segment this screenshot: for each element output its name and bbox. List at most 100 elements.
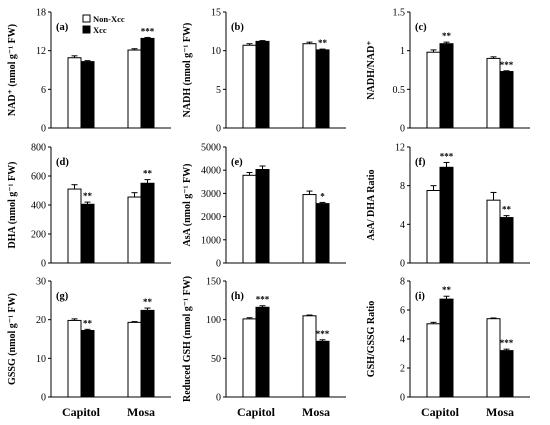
y-tick-label: 4	[400, 220, 405, 231]
bar-xcc-mosa	[140, 182, 155, 264]
y-tick-label: 0.5	[393, 85, 406, 96]
y-tick-label: 600	[31, 172, 46, 183]
x-category-label: Mosa	[127, 405, 155, 419]
y-tick-label: 0	[216, 259, 221, 270]
y-tick-label: 3000	[201, 189, 221, 200]
y-tick-label: 6	[400, 306, 405, 317]
y-tick-label: 5	[216, 85, 221, 96]
x-category-label: Mosa	[302, 405, 330, 419]
panel-i: 0 2 4 6 8 GSH/GSSG Ratio (i) ** Capitol *** Mosa	[366, 277, 530, 419]
bar-non-xcc-capitol	[242, 44, 257, 129]
bar-non-xcc-capitol	[426, 190, 441, 264]
y-tick-label: 20	[36, 315, 46, 326]
y-tick-label: 100	[206, 315, 221, 326]
bar-non-xcc-capitol	[426, 323, 441, 398]
bar-xcc-mosa	[499, 350, 514, 398]
x-category-label: Capitol	[237, 405, 276, 419]
legend-label: Xcc	[93, 25, 107, 35]
panel-label: (d)	[56, 157, 69, 168]
y-tick-label: 12	[395, 143, 405, 154]
bar-non-xcc-mosa	[127, 196, 142, 264]
y-tick-label: 50	[211, 354, 221, 365]
bar-non-xcc-capitol	[242, 318, 257, 398]
bar-xcc-capitol	[255, 169, 270, 264]
bar-xcc-capitol	[80, 61, 95, 129]
significance-marker: **	[318, 38, 328, 48]
legend-swatch	[82, 25, 91, 34]
panel-label: (e)	[231, 157, 243, 168]
bar-non-xcc-mosa	[302, 194, 317, 264]
bar-xcc-capitol	[80, 329, 95, 398]
significance-marker: **	[442, 285, 452, 295]
bar-xcc-capitol	[255, 306, 270, 398]
y-axis-label: NADH (nmol g⁻¹ FW)	[182, 23, 193, 118]
significance-marker: *	[320, 191, 325, 201]
bar-non-xcc-mosa	[486, 199, 501, 264]
panel-label: (g)	[56, 291, 69, 302]
panel-label: (h)	[231, 291, 244, 302]
x-category-label: Mosa	[486, 405, 514, 419]
panel-g: 0 10 20 30 GSSG (nmol g⁻¹ FW) (g) ** Capitol ** M…	[7, 277, 171, 419]
y-tick-label: 2	[400, 364, 405, 375]
y-tick-label: 0	[400, 259, 405, 270]
legend-swatch	[82, 14, 91, 23]
bar-xcc-capitol	[255, 40, 270, 129]
significance-marker: ***	[500, 338, 514, 348]
significance-marker: **	[143, 169, 153, 179]
y-tick-label: 0	[400, 393, 405, 404]
bar-non-xcc-mosa	[486, 318, 501, 398]
y-tick-label: 150	[206, 277, 221, 288]
bar-xcc-mosa	[499, 71, 514, 129]
y-tick-label: 0	[216, 124, 221, 135]
bar-xcc-mosa	[315, 49, 330, 129]
y-axis-label: NADH/NAD⁺	[366, 40, 377, 99]
panel-label: (f)	[415, 157, 426, 168]
y-tick-label: 4	[400, 335, 405, 346]
panel-label: (c)	[415, 22, 427, 33]
y-tick-label: 0	[216, 393, 221, 404]
panel-label: (a)	[56, 22, 69, 33]
bar-non-xcc-mosa	[127, 49, 142, 129]
panel-label: (i)	[415, 291, 425, 302]
bar-xcc-capitol	[439, 298, 454, 398]
significance-marker: **	[143, 297, 153, 307]
panel-d: 0 200 400 600 800 DHA (nmol g⁻¹ FW) (d) ** **	[7, 143, 171, 270]
panel-label: (b)	[231, 22, 244, 33]
y-tick-label: 10	[211, 46, 221, 57]
y-tick-label: 400	[31, 201, 46, 212]
panel-h: 0 50 100 150 Reduced GSH (nmol g⁻¹ FW) (h) ***…	[182, 276, 346, 419]
bar-xcc-mosa	[140, 37, 155, 129]
y-tick-label: 0	[41, 124, 46, 135]
bar-non-xcc-capitol	[426, 51, 441, 129]
bar-non-xcc-mosa	[486, 57, 501, 129]
y-tick-label: 5000	[201, 143, 221, 154]
significance-marker: **	[502, 205, 512, 215]
y-tick-label: 8	[400, 181, 405, 192]
y-tick-label: 1000	[201, 235, 221, 246]
y-tick-label: 18	[36, 8, 46, 19]
y-tick-label: 1.5	[393, 8, 406, 19]
y-tick-label: 8	[400, 277, 405, 288]
y-axis-label: AsA (nmol g⁻¹ FW)	[182, 164, 193, 247]
significance-marker: **	[83, 191, 93, 201]
bar-xcc-capitol	[80, 203, 95, 264]
y-tick-label: 15	[211, 8, 221, 19]
y-tick-label: 4000	[201, 166, 221, 177]
y-axis-label: AsA/ DHA Ratio	[366, 169, 377, 240]
significance-marker: ***	[256, 295, 270, 305]
y-tick-label: 30	[36, 277, 46, 288]
y-axis-label: GSH/GSSG Ratio	[366, 301, 377, 377]
bar-xcc-mosa	[315, 203, 330, 264]
significance-marker: ***	[500, 60, 514, 70]
legend-label: Non-Xcc	[93, 14, 125, 24]
bar-xcc-mosa	[315, 340, 330, 398]
bar-non-xcc-capitol	[67, 57, 82, 129]
y-tick-label: 0	[400, 124, 405, 135]
x-category-label: Capitol	[421, 405, 460, 419]
y-tick-label: 0	[41, 393, 46, 404]
significance-marker: ***	[141, 26, 155, 36]
significance-marker: **	[83, 318, 93, 328]
